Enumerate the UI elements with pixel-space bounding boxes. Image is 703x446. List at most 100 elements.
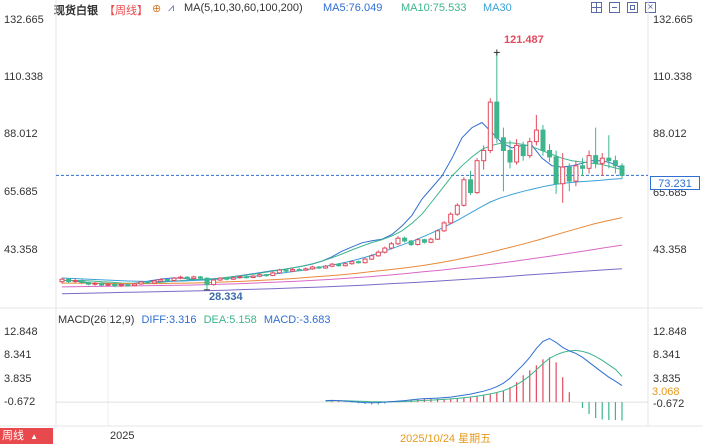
macd-value: MACD:-3.683: [263, 314, 331, 326]
candle-up: [362, 258, 368, 264]
ma5-value: MA5:76.049: [323, 2, 383, 14]
candle-up: [527, 141, 533, 157]
dea-line: [325, 349, 623, 403]
candle-down: [145, 281, 151, 284]
left-axis-label: 132.665: [4, 14, 44, 26]
candle-up: [158, 279, 164, 282]
candle-up: [560, 166, 566, 185]
grid-icon[interactable]: [591, 2, 602, 13]
candle-down: [85, 282, 91, 285]
candle-up: [481, 150, 487, 162]
ma10-value: MA10:75.533: [401, 2, 467, 14]
candle-up: [191, 276, 197, 279]
candle-down: [336, 263, 342, 267]
ma30-value: MA30: [483, 2, 512, 14]
candle-up: [217, 277, 223, 281]
candle-up: [211, 279, 217, 286]
chevron-up-icon: ▲: [30, 432, 38, 441]
candle-down: [66, 278, 72, 283]
candle-up: [323, 265, 329, 269]
macd-title: MACD(26,12,9): [58, 314, 135, 326]
candle-down: [99, 282, 105, 286]
candle-up: [309, 266, 315, 270]
candle-down: [547, 150, 553, 158]
candle-up: [257, 274, 263, 277]
right-axis-label: 132.665: [653, 14, 693, 26]
candle-up: [487, 101, 493, 151]
instrument-name: 现货白银: [54, 5, 98, 17]
left-axis-label: 65.685: [4, 186, 38, 198]
candle-down: [468, 179, 473, 194]
macd-panel: [56, 337, 648, 421]
candle-down: [402, 237, 408, 242]
candle-down: [204, 277, 210, 286]
macd-right-label: -0.672: [653, 398, 685, 410]
macd-left-label: -0.672: [4, 396, 36, 408]
candle-down: [553, 156, 559, 185]
left-axis-label: 43.358: [4, 244, 38, 256]
minus-icon[interactable]: [609, 2, 620, 13]
ma-params[interactable]: MA(5,10,30,60,100,200): [184, 2, 303, 14]
candle-down: [580, 165, 585, 169]
candle-up: [599, 157, 605, 164]
right-axis-label: 88.012: [653, 128, 687, 140]
right-axis-label: 43.358: [653, 244, 687, 256]
low-annotation: 28.334: [209, 291, 243, 303]
candle-up: [573, 165, 579, 182]
candle-up: [72, 280, 78, 282]
macd-dea: DEA:5.158: [203, 314, 257, 326]
macd-header: MACD(26,12,9) DIFF:3.316 DEA:5.158 MACD:…: [58, 314, 330, 326]
candle-up: [388, 243, 394, 249]
candle-down: [224, 277, 230, 280]
candle-up: [276, 269, 282, 274]
candle-down: [356, 261, 361, 264]
candle-down: [593, 155, 599, 164]
candle-up: [382, 247, 388, 253]
candle-up: [230, 277, 236, 280]
high-annotation: 121.487: [504, 34, 544, 46]
macd-diff: DIFF:3.316: [141, 314, 197, 326]
candle-down: [184, 276, 190, 280]
candle-down: [244, 276, 249, 279]
chart-header: 现货白银 【周线】 ⊕ ⩘ MA(5,10,30,60,100,200) MA5…: [0, 0, 703, 18]
ma-chart-icon: ⩘: [168, 2, 175, 14]
candle-up: [290, 269, 296, 272]
period-chip[interactable]: 周线 ▲: [0, 428, 53, 444]
candle-down: [500, 137, 506, 152]
period-label[interactable]: 【周线】: [104, 5, 148, 17]
macd-left-label: 8.341: [4, 349, 32, 361]
expand-icon[interactable]: [627, 2, 638, 13]
period-chip-label: 周线: [2, 430, 24, 442]
candle-down: [316, 266, 322, 269]
ma5-line: [62, 121, 623, 285]
candle-down: [606, 157, 612, 162]
candle-down: [494, 101, 500, 139]
candle-down: [408, 240, 414, 246]
ma200-line: [61, 268, 623, 295]
candle-up: [454, 204, 460, 215]
candle-down: [520, 144, 526, 157]
settings-circle-icon[interactable]: ⊕: [152, 3, 162, 15]
candle-down: [540, 129, 546, 152]
left-axis-label: 110.338: [4, 71, 43, 83]
candle-up: [178, 276, 184, 279]
candle-up: [448, 213, 454, 224]
ma10-line: [62, 142, 623, 284]
candle-down: [619, 165, 625, 176]
candle-up: [369, 255, 375, 260]
candle-up: [533, 129, 539, 143]
candle-up: [435, 230, 441, 240]
ma60-line: [62, 217, 623, 285]
right-axis-label: 65.685: [653, 187, 687, 199]
macd-right-label: 8.341: [653, 349, 681, 361]
macd-left-label: 12.848: [4, 326, 38, 338]
candle-up: [514, 144, 520, 163]
candle-up: [105, 283, 111, 286]
close-icon[interactable]: ×: [645, 2, 656, 13]
ma100-line: [61, 244, 623, 288]
candle-up: [329, 263, 335, 267]
candle-down: [283, 269, 289, 272]
candle-up: [171, 277, 177, 282]
macd-current-tag: 3.068: [652, 386, 680, 398]
